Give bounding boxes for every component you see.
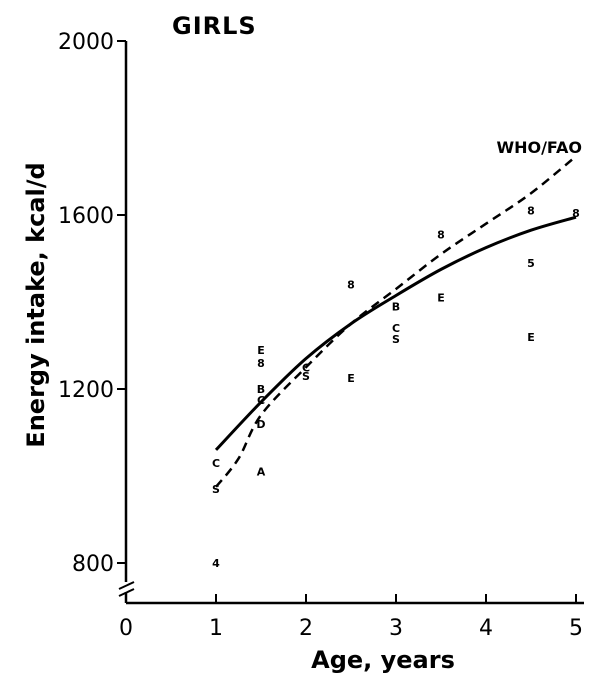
data-point-7: C bbox=[257, 394, 265, 407]
data-point-3: A bbox=[257, 466, 266, 479]
y-axis-break-mark bbox=[118, 581, 135, 597]
plot-area: 0 1 2 3 4 5800120016002000WHO/FAO4CSAE8BCDCS8… bbox=[58, 30, 584, 641]
data-point-16: 8 bbox=[437, 229, 445, 242]
y-tick-label: 800 bbox=[72, 552, 114, 577]
data-point-4: E bbox=[257, 344, 265, 357]
data-point-12: E bbox=[347, 372, 355, 385]
y-tick-label: 1200 bbox=[58, 378, 114, 403]
data-point-21: 8 bbox=[572, 207, 580, 220]
data-point-0: 4 bbox=[212, 557, 220, 570]
x-tick-label: 3 bbox=[389, 616, 403, 641]
series-line-who-fao bbox=[215, 155, 577, 488]
data-point-8: D bbox=[256, 418, 265, 431]
x-axis-label: Age, years bbox=[311, 646, 455, 674]
y-axis-label: Energy intake, kcal/d bbox=[22, 162, 50, 447]
data-point-19: 5 bbox=[527, 257, 535, 270]
data-point-10: S bbox=[302, 370, 310, 383]
legend-label-who-fao: WHO/FAO bbox=[496, 138, 582, 157]
x-tick-label: 0 bbox=[119, 616, 133, 641]
x-tick-label: 1 bbox=[209, 616, 223, 641]
data-point-1: C bbox=[212, 457, 220, 470]
x-tick-label: 2 bbox=[299, 616, 313, 641]
chart-title: GIRLS bbox=[172, 12, 257, 40]
data-point-15: S bbox=[392, 333, 400, 346]
series-line-fitted bbox=[214, 215, 577, 451]
data-point-9: C bbox=[302, 361, 310, 374]
data-point-13: B bbox=[392, 300, 400, 313]
data-point-6: B bbox=[257, 383, 265, 396]
data-point-14: C bbox=[392, 322, 400, 335]
data-point-5: 8 bbox=[257, 357, 265, 370]
x-tick-label: 5 bbox=[569, 616, 583, 641]
y-tick-label: 2000 bbox=[58, 30, 114, 55]
data-point-20: E bbox=[527, 331, 535, 344]
data-point-2: S bbox=[212, 483, 220, 496]
data-point-11: 8 bbox=[347, 279, 355, 292]
y-tick-label: 1600 bbox=[58, 204, 114, 229]
x-tick-label: 4 bbox=[479, 616, 493, 641]
data-point-17: E bbox=[437, 292, 445, 305]
data-point-18: 8 bbox=[527, 205, 535, 218]
